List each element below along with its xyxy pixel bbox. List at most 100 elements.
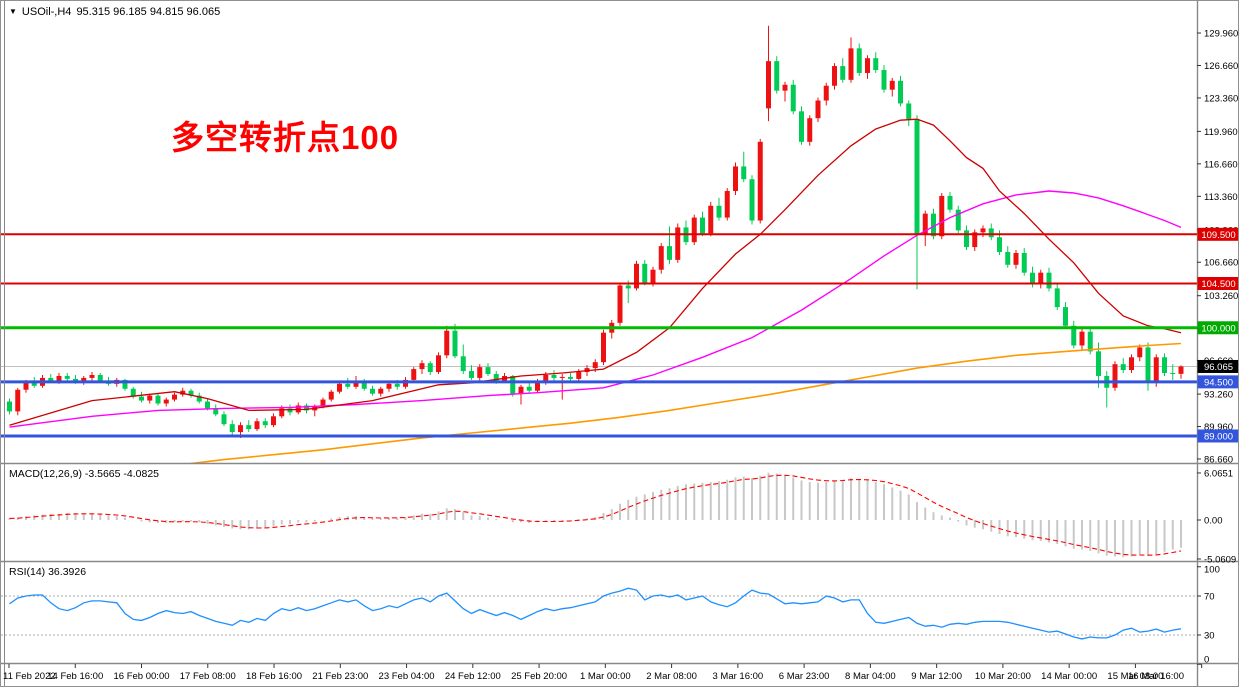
candle-body bbox=[1153, 357, 1159, 383]
candle-body bbox=[469, 371, 474, 378]
rsi-panel[interactable] bbox=[1, 587, 1197, 640]
price-badge-box bbox=[1197, 429, 1238, 443]
rsi-line bbox=[9, 587, 1182, 640]
candle bbox=[757, 138, 763, 224]
candle-body bbox=[1005, 252, 1011, 265]
candle-body bbox=[370, 388, 375, 394]
candle-body bbox=[526, 386, 532, 391]
candle bbox=[213, 404, 219, 417]
candle bbox=[832, 63, 837, 90]
candle bbox=[617, 282, 623, 326]
candle-body bbox=[568, 376, 573, 379]
candle-body bbox=[675, 227, 681, 260]
candle-body bbox=[1054, 288, 1060, 308]
candle bbox=[964, 225, 969, 251]
candle-body bbox=[1046, 272, 1052, 289]
candle bbox=[807, 115, 813, 146]
candle bbox=[675, 223, 681, 263]
candle-body bbox=[139, 396, 144, 401]
dropdown-arrow-icon[interactable]: ▼ bbox=[9, 7, 17, 16]
candle bbox=[378, 386, 384, 397]
candle-body bbox=[221, 414, 227, 425]
time-tick-label: 25 Feb 20:00 bbox=[511, 671, 567, 682]
candle-body bbox=[64, 375, 70, 379]
time-tick-label: 24 Feb 12:00 bbox=[445, 671, 501, 682]
candle bbox=[469, 365, 474, 380]
price-badge-label: 94.500 bbox=[1204, 377, 1233, 388]
time-tick-label: 3 Mar 16:00 bbox=[713, 671, 764, 682]
candle bbox=[939, 192, 945, 240]
candle-body bbox=[1030, 272, 1035, 285]
candle bbox=[411, 367, 417, 382]
candle-body bbox=[518, 386, 524, 394]
candle-body bbox=[328, 391, 334, 400]
candle-body bbox=[1129, 357, 1134, 371]
candle-body bbox=[625, 285, 631, 289]
price-axis[interactable]: 129.960 126.660 123.360 119.960 116.660 113.3… bbox=[1197, 29, 1239, 666]
candle bbox=[64, 373, 70, 381]
candle bbox=[15, 387, 21, 416]
candle bbox=[914, 115, 920, 290]
rsi-tick-label: 30 bbox=[1204, 631, 1215, 642]
candle-body bbox=[741, 166, 747, 180]
candle bbox=[898, 75, 903, 107]
candle bbox=[1129, 354, 1134, 374]
candle-body bbox=[345, 383, 351, 387]
candle-body bbox=[716, 205, 722, 218]
candle-body bbox=[337, 383, 342, 392]
candle bbox=[477, 364, 483, 381]
candle-body bbox=[535, 381, 540, 391]
candle-body bbox=[419, 363, 425, 370]
candle-body bbox=[15, 389, 21, 412]
price-badge-label: 89.000 bbox=[1204, 431, 1233, 442]
candle-body bbox=[691, 217, 697, 243]
candle-body bbox=[856, 48, 862, 73]
candle-body bbox=[724, 191, 730, 218]
price-level-badge: 100.000 bbox=[1197, 321, 1238, 335]
candle bbox=[1046, 267, 1052, 292]
time-tick-label: 14 Mar 00:00 bbox=[1041, 671, 1097, 682]
candle-body bbox=[485, 367, 491, 374]
candle-body bbox=[238, 425, 243, 433]
candle-body bbox=[642, 263, 648, 283]
price-tick-label: 93.260 bbox=[1204, 390, 1233, 401]
candle-body bbox=[262, 421, 268, 426]
time-tick-label: 16 Mar 16:00 bbox=[1128, 671, 1184, 682]
main-price-panel[interactable] bbox=[1, 25, 1197, 466]
candle bbox=[221, 411, 227, 427]
time-tick-label: 15 Mar 08:00 bbox=[1107, 671, 1163, 682]
candle bbox=[526, 382, 532, 394]
candle-body bbox=[229, 424, 235, 433]
candle-body bbox=[873, 58, 879, 71]
candle bbox=[452, 323, 458, 359]
symbol-period-label: USOil-,H4 bbox=[21, 6, 72, 18]
macd-panel[interactable] bbox=[8, 472, 1182, 558]
candle-body bbox=[444, 330, 450, 356]
candle bbox=[840, 58, 846, 83]
candle bbox=[436, 352, 441, 374]
candle bbox=[1071, 320, 1077, 349]
candle bbox=[427, 361, 433, 375]
candle-body bbox=[394, 383, 400, 387]
candle bbox=[1162, 353, 1167, 376]
candle bbox=[642, 259, 648, 286]
candle-body bbox=[592, 362, 598, 369]
ma-mid-magenta-line bbox=[9, 190, 1182, 428]
annotation-text[interactable]: 多空转折点100 bbox=[171, 119, 400, 156]
candle-body bbox=[601, 332, 606, 363]
candle bbox=[815, 97, 821, 123]
candles-layer bbox=[7, 25, 1184, 438]
ma-slow-orange-line bbox=[188, 342, 1182, 463]
candle-body bbox=[411, 369, 417, 380]
candle bbox=[518, 384, 524, 405]
candle-body bbox=[733, 166, 738, 192]
candle bbox=[889, 77, 895, 97]
candle-body bbox=[634, 263, 639, 289]
candle bbox=[881, 65, 887, 93]
candle-body bbox=[1087, 331, 1093, 352]
candle-body bbox=[452, 330, 458, 357]
candle bbox=[147, 393, 153, 404]
candle-body bbox=[254, 421, 260, 430]
